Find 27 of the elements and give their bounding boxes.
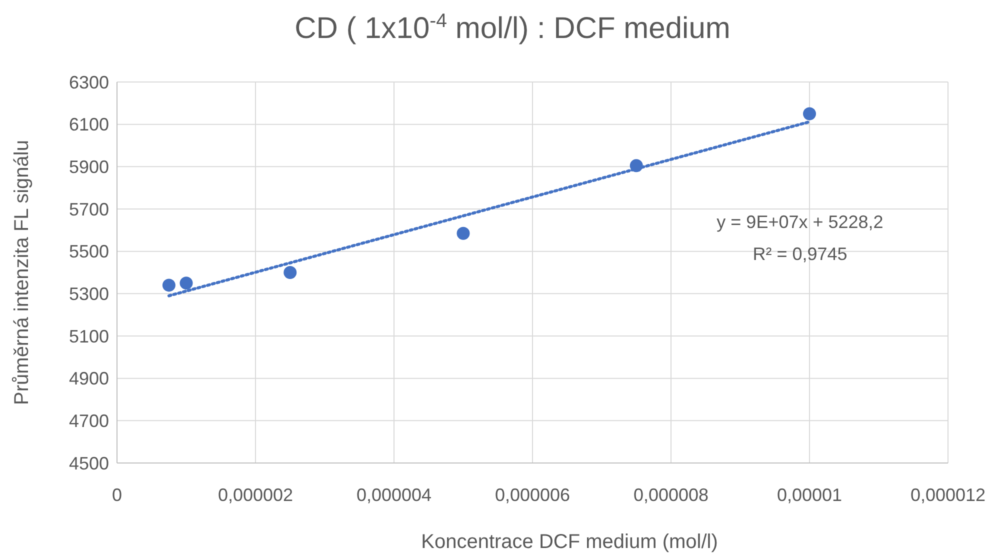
chart-title: CD ( 1x10$^{-4}$ mol/l) : DCF medium (294, 10, 730, 45)
y-tick-label: 4500 (68, 453, 109, 474)
x-tick-label: 0,000006 (494, 485, 570, 505)
y-tick-label: 5700 (68, 199, 109, 220)
y-tick-label: 5900 (68, 156, 109, 177)
point (162, 278, 176, 292)
x-tick-label: 0,000004 (356, 485, 432, 505)
y-axis-title: Průměrná intenzita FL signálu (11, 140, 33, 405)
point (284, 266, 297, 279)
x-tick-label: 0,000002 (218, 485, 294, 505)
x-tick-label: 0,000012 (910, 485, 986, 505)
x-axis-title: Koncentrace DCF medium (mol/l) (421, 531, 718, 553)
x-tick-label: 0,00001 (776, 485, 842, 505)
y-tick-label: 4900 (68, 368, 109, 389)
x-tick-label: 0,000008 (633, 485, 709, 505)
point (803, 107, 816, 120)
y-tick-label: 6100 (68, 114, 109, 135)
y-tick-label: 5300 (68, 284, 109, 304)
y-tick-label: 5500 (68, 242, 109, 262)
annotation: y = 9E+07x + 5228,2 (716, 212, 884, 232)
annotation: R² = 0,9745 (752, 244, 848, 264)
x-tick-label: 0 (112, 485, 122, 505)
y-tick-label: 4700 (68, 410, 109, 431)
y-tick-label: 6300 (68, 72, 109, 92)
y-tick-label: 5100 (68, 326, 109, 346)
point (456, 226, 470, 240)
point (180, 276, 193, 290)
